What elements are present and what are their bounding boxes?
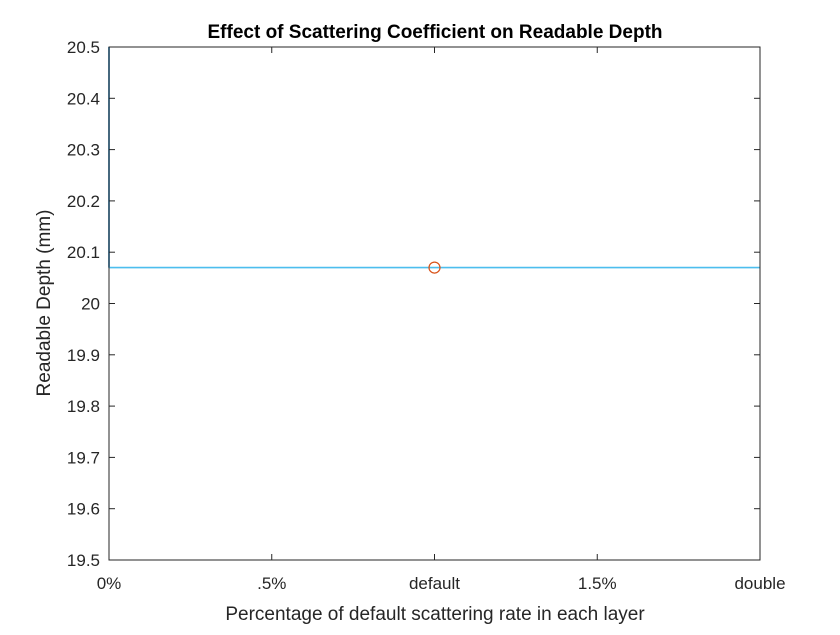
- y-tick-label: 20.5: [67, 38, 100, 57]
- x-tick-label: default: [409, 574, 460, 593]
- x-tick-label: double: [734, 574, 785, 593]
- y-tick-label: 19.7: [67, 448, 100, 467]
- x-axis: 0% .5% default 1.5% double: [97, 47, 786, 593]
- y-axis: 19.5 19.6 19.7 19.8 19.9 20 20.1 20.2 20.3 20.4 20…: [67, 38, 760, 570]
- x-axis-label: Percentage of default scattering rate in…: [225, 604, 645, 625]
- y-tick-label: 19.9: [67, 346, 100, 365]
- chart-title: Effect of Scattering Coefficient on Read…: [208, 22, 663, 43]
- y-tick-label: 20: [81, 295, 100, 314]
- x-tick-label: 1.5%: [578, 574, 617, 593]
- y-tick-label: 19.6: [67, 500, 100, 519]
- y-tick-label: 19.5: [67, 551, 100, 570]
- x-tick-label: 0%: [97, 574, 122, 593]
- y-tick-label: 20.4: [67, 89, 100, 108]
- plot-area: [109, 47, 760, 560]
- y-tick-label: 20.1: [67, 243, 100, 262]
- y-tick-label: 19.8: [67, 397, 100, 416]
- data-point-marker: [428, 261, 441, 274]
- y-tick-label: 20.3: [67, 141, 100, 160]
- y-tick-label: 20.2: [67, 192, 100, 211]
- x-tick-label: .5%: [257, 574, 286, 593]
- y-axis-label: Readable Depth (mm): [34, 210, 55, 397]
